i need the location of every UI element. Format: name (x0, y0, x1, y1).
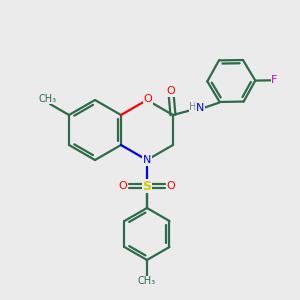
Text: O: O (144, 94, 152, 104)
Text: O: O (167, 181, 175, 191)
Text: F: F (271, 75, 278, 85)
Text: S: S (142, 179, 152, 193)
Text: N: N (143, 155, 151, 165)
Text: CH₃: CH₃ (138, 276, 156, 286)
Text: O: O (118, 181, 127, 191)
Text: N: N (196, 103, 204, 113)
Text: O: O (167, 86, 176, 96)
Text: CH₃: CH₃ (39, 94, 57, 104)
Text: H: H (189, 102, 197, 112)
